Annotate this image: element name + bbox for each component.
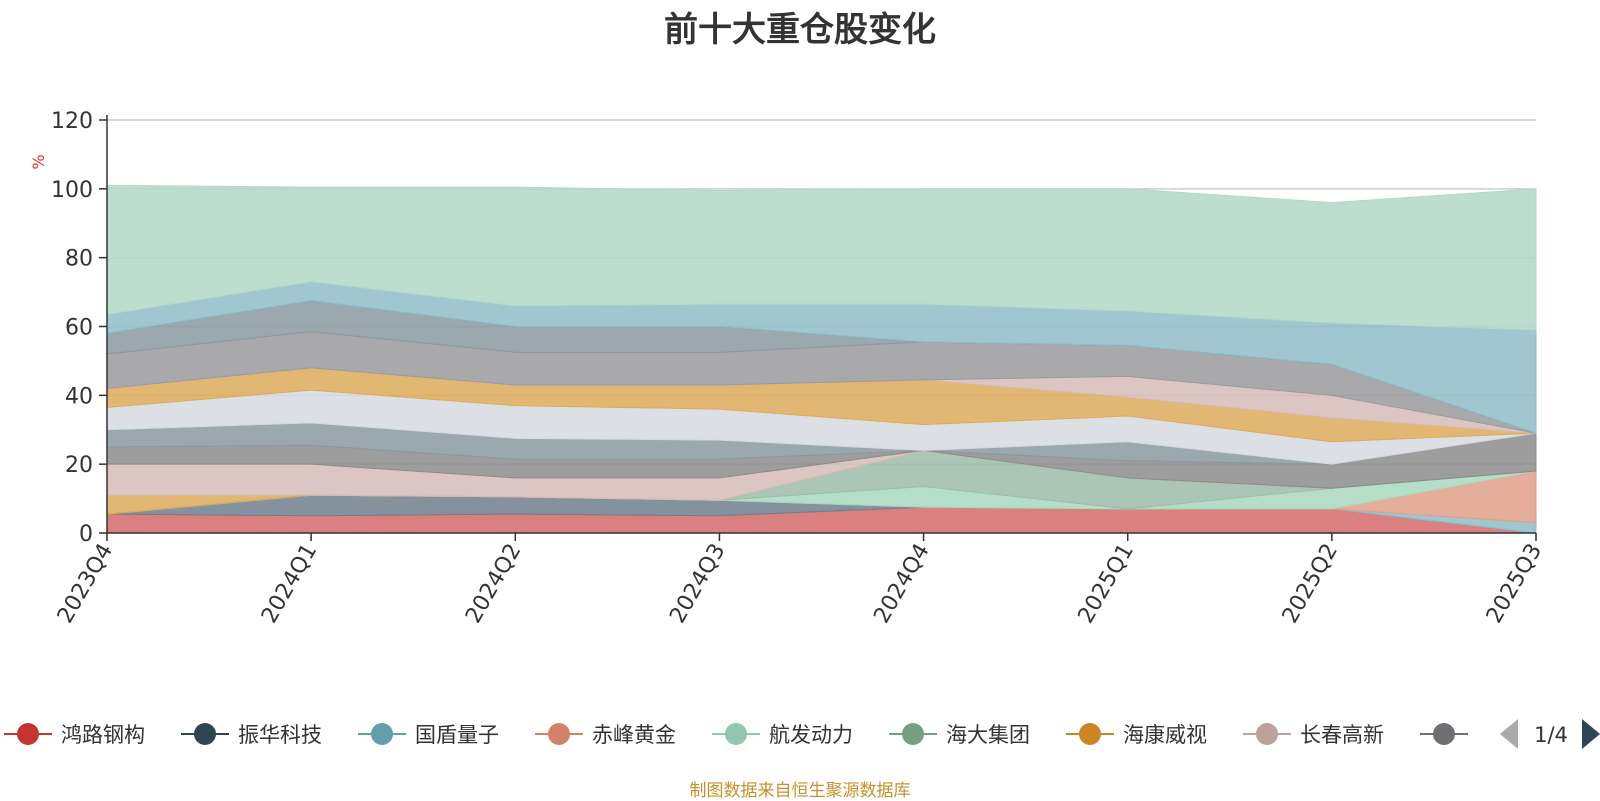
- source-note: 制图数据来自恒生聚源数据库: [689, 781, 911, 801]
- legend-item[interactable]: 海康威视: [1066, 723, 1207, 747]
- legend-marker: [1256, 723, 1278, 745]
- legend-item[interactable]: 航发动力: [712, 723, 853, 747]
- y-tick-label: 80: [65, 247, 93, 272]
- legend-label: 国盾量子: [415, 723, 499, 747]
- chart-title: 前十大重仓股变化: [664, 10, 936, 50]
- legend-item[interactable]: 鸿路钢构: [4, 723, 145, 747]
- legend: 鸿路钢构 振华科技 国盾量子 赤峰黄金 航发动力 海大集团 海康威视 长春高新 1/4: [4, 712, 1600, 758]
- legend-item[interactable]: 国盾量子: [358, 723, 499, 747]
- y-tick-label: 100: [51, 178, 93, 203]
- legend-item[interactable]: 海大集团: [889, 723, 1030, 747]
- legend-marker: [548, 723, 570, 745]
- legend-prev-icon[interactable]: [1500, 719, 1518, 749]
- legend-label: 赤峰黄金: [592, 723, 676, 747]
- legend-marker: [725, 723, 747, 745]
- y-tick-label: 0: [79, 522, 93, 547]
- y-tick-label: 120: [51, 109, 93, 134]
- legend-label: 航发动力: [769, 723, 853, 747]
- legend-marker: [17, 723, 39, 745]
- legend-marker: [194, 723, 216, 745]
- legend-marker: [1079, 723, 1101, 745]
- legend-label: 长春高新: [1300, 723, 1384, 747]
- y-tick-label: 20: [65, 453, 93, 478]
- x-tick-label: 2024Q3: [665, 540, 730, 628]
- x-tick-label: 2024Q1: [257, 540, 322, 628]
- legend-next-icon[interactable]: [1582, 719, 1600, 749]
- y-axis-unit-label: %: [29, 154, 48, 169]
- area-layer: [106, 184, 1537, 534]
- legend-label: 海康威视: [1123, 723, 1207, 747]
- y-tick-label: 60: [65, 316, 93, 341]
- legend-label: 海大集团: [946, 723, 1030, 747]
- y-tick-label: 40: [65, 384, 93, 409]
- x-tick-label: 2024Q4: [869, 540, 934, 628]
- legend-marker: [371, 723, 393, 745]
- x-tick-label: 2025Q1: [1074, 540, 1139, 628]
- legend-pager-bg: [1476, 712, 1600, 758]
- x-tick-label: 2025Q2: [1278, 540, 1343, 628]
- legend-marker: [902, 723, 924, 745]
- x-tick-label: 2025Q3: [1482, 540, 1547, 628]
- legend-page-indicator: 1/4: [1534, 723, 1568, 747]
- x-tick-label: 2024Q2: [461, 540, 526, 628]
- legend-marker: [1433, 723, 1455, 745]
- legend-item[interactable]: 赤峰黄金: [535, 723, 676, 747]
- x-tick-label: 2023Q4: [53, 540, 118, 628]
- series-area-17: [106, 184, 1537, 331]
- legend-label: 振华科技: [238, 723, 322, 747]
- legend-item[interactable]: [1420, 723, 1468, 745]
- legend-item[interactable]: 长春高新: [1243, 723, 1384, 747]
- legend-item[interactable]: 振华科技: [181, 723, 322, 747]
- legend-label: 鸿路钢构: [61, 723, 145, 747]
